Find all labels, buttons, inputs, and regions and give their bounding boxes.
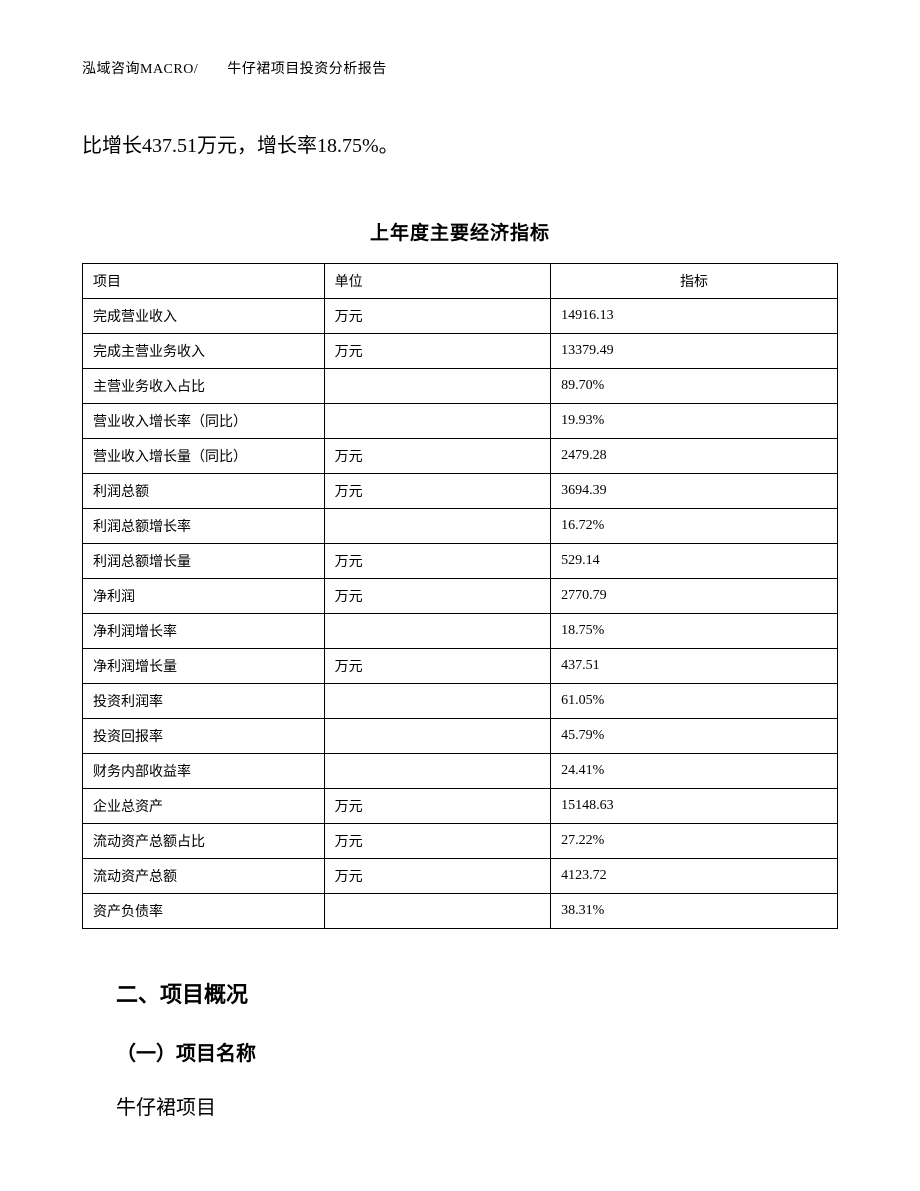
col-header-unit: 单位	[324, 264, 551, 299]
cell-value: 18.75%	[551, 614, 838, 649]
cell-label: 投资回报率	[83, 719, 325, 754]
table-header-row: 项目 单位 指标	[83, 264, 838, 299]
cell-label: 营业收入增长量（同比）	[83, 439, 325, 474]
cell-label: 净利润增长量	[83, 649, 325, 684]
cell-label: 利润总额增长率	[83, 509, 325, 544]
cell-unit: 万元	[324, 334, 551, 369]
cell-value: 45.79%	[551, 719, 838, 754]
table-title: 上年度主要经济指标	[82, 218, 838, 245]
cell-unit: 万元	[324, 649, 551, 684]
cell-label: 流动资产总额	[83, 859, 325, 894]
cell-value: 61.05%	[551, 684, 838, 719]
table-row: 企业总资产万元15148.63	[83, 789, 838, 824]
cell-label: 主营业务收入占比	[83, 369, 325, 404]
cell-value: 4123.72	[551, 859, 838, 894]
table-row: 利润总额增长量万元529.14	[83, 544, 838, 579]
table-row: 净利润万元2770.79	[83, 579, 838, 614]
cell-label: 财务内部收益率	[83, 754, 325, 789]
table-row: 净利润增长率 18.75%	[83, 614, 838, 649]
table-row: 净利润增长量万元437.51	[83, 649, 838, 684]
cell-value: 27.22%	[551, 824, 838, 859]
cell-label: 流动资产总额占比	[83, 824, 325, 859]
table-row: 投资回报率 45.79%	[83, 719, 838, 754]
cell-label: 投资利润率	[83, 684, 325, 719]
cell-unit: 万元	[324, 299, 551, 334]
sub-heading: （一）项目名称	[116, 1037, 838, 1066]
table-row: 营业收入增长率（同比） 19.93%	[83, 404, 838, 439]
cell-label: 净利润增长率	[83, 614, 325, 649]
cell-unit: 万元	[324, 789, 551, 824]
cell-unit	[324, 369, 551, 404]
cell-label: 企业总资产	[83, 789, 325, 824]
cell-value: 89.70%	[551, 369, 838, 404]
cell-unit	[324, 894, 551, 929]
table-row: 投资利润率 61.05%	[83, 684, 838, 719]
cell-label: 利润总额	[83, 474, 325, 509]
cell-unit	[324, 754, 551, 789]
cell-value: 14916.13	[551, 299, 838, 334]
cell-label: 净利润	[83, 579, 325, 614]
cell-value: 16.72%	[551, 509, 838, 544]
cell-value: 15148.63	[551, 789, 838, 824]
table-row: 财务内部收益率 24.41%	[83, 754, 838, 789]
table-row: 完成营业收入万元14916.13	[83, 299, 838, 334]
table-row: 完成主营业务收入万元13379.49	[83, 334, 838, 369]
table-row: 资产负债率 38.31%	[83, 894, 838, 929]
cell-value: 2770.79	[551, 579, 838, 614]
table-row: 利润总额增长率 16.72%	[83, 509, 838, 544]
cell-unit	[324, 719, 551, 754]
cell-unit: 万元	[324, 859, 551, 894]
cell-label: 利润总额增长量	[83, 544, 325, 579]
cell-unit: 万元	[324, 474, 551, 509]
col-header-value: 指标	[551, 264, 838, 299]
cell-value: 437.51	[551, 649, 838, 684]
cell-label: 完成主营业务收入	[83, 334, 325, 369]
cell-value: 3694.39	[551, 474, 838, 509]
cell-value: 2479.28	[551, 439, 838, 474]
table-row: 流动资产总额占比万元27.22%	[83, 824, 838, 859]
cell-label: 资产负债率	[83, 894, 325, 929]
cell-unit	[324, 684, 551, 719]
cell-value: 38.31%	[551, 894, 838, 929]
table-row: 流动资产总额万元4123.72	[83, 859, 838, 894]
cell-unit	[324, 614, 551, 649]
col-header-item: 项目	[83, 264, 325, 299]
section-heading: 二、项目概况	[116, 977, 838, 1009]
body-text: 牛仔裙项目	[116, 1090, 838, 1126]
cell-unit	[324, 404, 551, 439]
economic-indicators-table: 项目 单位 指标 完成营业收入万元14916.13 完成主营业务收入万元1337…	[82, 263, 838, 929]
cell-label: 营业收入增长率（同比）	[83, 404, 325, 439]
cell-unit: 万元	[324, 824, 551, 859]
cell-value: 13379.49	[551, 334, 838, 369]
table-row: 营业收入增长量（同比）万元2479.28	[83, 439, 838, 474]
cell-unit: 万元	[324, 544, 551, 579]
document-page: 泓域咨询MACRO/ 牛仔裙项目投资分析报告 比增长437.51万元，增长率18…	[0, 0, 920, 1166]
cell-unit: 万元	[324, 579, 551, 614]
table-body: 完成营业收入万元14916.13 完成主营业务收入万元13379.49 主营业务…	[83, 299, 838, 929]
cell-value: 529.14	[551, 544, 838, 579]
intro-paragraph: 比增长437.51万元，增长率18.75%。	[82, 130, 838, 162]
cell-value: 24.41%	[551, 754, 838, 789]
table-row: 主营业务收入占比 89.70%	[83, 369, 838, 404]
cell-unit	[324, 509, 551, 544]
cell-unit: 万元	[324, 439, 551, 474]
table-row: 利润总额万元3694.39	[83, 474, 838, 509]
cell-value: 19.93%	[551, 404, 838, 439]
cell-label: 完成营业收入	[83, 299, 325, 334]
page-header: 泓域咨询MACRO/ 牛仔裙项目投资分析报告	[82, 58, 838, 78]
